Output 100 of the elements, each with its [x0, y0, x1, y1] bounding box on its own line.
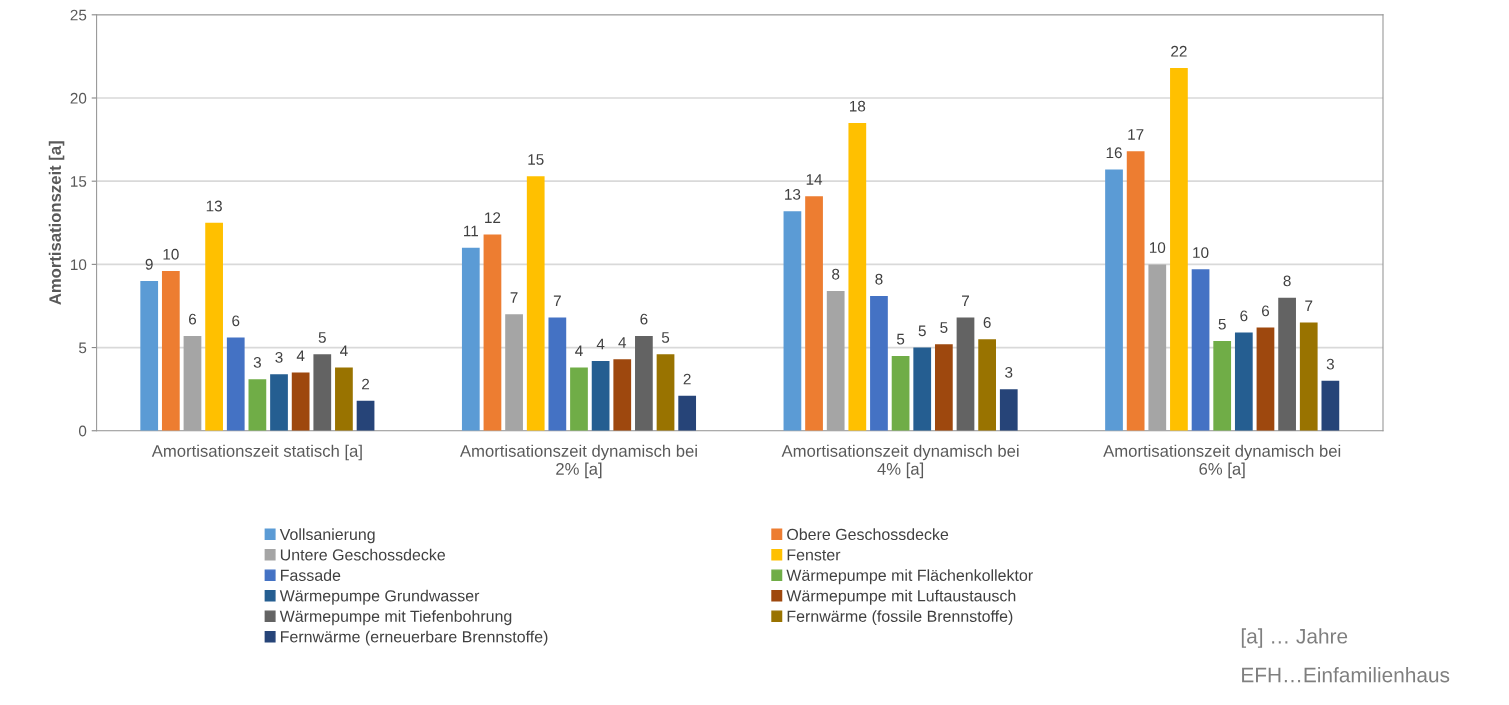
data-label: 7 — [553, 295, 561, 307]
data-label: 8 — [1283, 275, 1291, 287]
data-label: 6 — [640, 313, 648, 325]
x-tick-label: Amortisationszeit statisch [a] — [151, 444, 362, 461]
bar — [161, 271, 180, 431]
legend-label: Wärmepumpe mit Tiefenbohrung — [279, 610, 512, 626]
bar — [848, 122, 867, 431]
data-label: 4 — [340, 345, 348, 357]
data-label: 8 — [875, 273, 883, 285]
data-label: 6 — [1261, 305, 1270, 317]
data-label: 5 — [1218, 318, 1226, 330]
bar — [1234, 332, 1253, 431]
data-label: 2 — [362, 378, 370, 390]
bar — [1126, 151, 1145, 431]
legend-label: Wärmepumpe mit Flächenkollektor — [786, 569, 1033, 585]
bar — [226, 337, 245, 431]
data-label: 10 — [1193, 247, 1209, 259]
legend-label: Fassade — [281, 569, 341, 582]
bar — [1191, 269, 1210, 431]
data-label: 4 — [575, 345, 583, 357]
data-label: 7 — [1305, 300, 1313, 312]
data-label: 10 — [163, 248, 179, 260]
data-label: 15 — [528, 154, 544, 165]
bar — [978, 339, 996, 431]
data-label: 9 — [145, 258, 153, 270]
bar — [356, 400, 375, 431]
bar — [1148, 264, 1167, 431]
data-label: 12 — [485, 212, 501, 223]
y-tick-label: 10 — [71, 259, 87, 271]
bar — [591, 360, 610, 431]
bar — [483, 234, 502, 431]
data-label: 5 — [896, 333, 905, 345]
y-tick-label: 5 — [78, 342, 87, 354]
data-label: 3 — [1326, 358, 1334, 370]
data-label: 3 — [253, 357, 261, 368]
data-label: 5 — [918, 325, 926, 337]
bar — [891, 355, 910, 431]
legend-label: Wärmepumpe mit Luftaustausch — [786, 589, 1016, 605]
data-label: 10 — [1149, 242, 1166, 254]
bar — [1321, 380, 1340, 431]
data-label: 6 — [1240, 310, 1248, 322]
data-label: 14 — [806, 174, 823, 185]
bar — [526, 176, 545, 431]
data-label: 13 — [785, 188, 801, 200]
x-tick-label: Amortisationszeit dynamisch bei 2% [a] — [459, 444, 697, 479]
legend-label: Fernwärme (erneuerbare Brennstoffe) — [281, 630, 548, 646]
text: [a] … Jahre — [1241, 628, 1348, 648]
data-label: 4 — [596, 338, 605, 350]
bar — [1256, 327, 1275, 431]
bar — [999, 389, 1018, 431]
y-axis-title: Amortisationszeit [a] — [48, 141, 65, 305]
bar — [805, 196, 823, 431]
data-label: 4 — [618, 337, 627, 348]
bar — [335, 367, 353, 431]
data-label: 6 — [189, 313, 197, 325]
data-label: 6 — [232, 315, 240, 327]
bar — [934, 344, 953, 431]
data-label: 7 — [510, 292, 518, 303]
bar — [913, 347, 932, 431]
legend-label: Obere Geschossdecke — [787, 528, 949, 541]
x-tick-label: Amortisationszeit dynamisch bei 6% [a] — [1103, 444, 1341, 479]
data-label: 16 — [1106, 147, 1122, 159]
data-label: 8 — [832, 268, 840, 280]
bar — [678, 395, 697, 431]
bar — [270, 374, 288, 431]
bar — [1170, 68, 1188, 431]
bar — [635, 335, 653, 431]
bar — [291, 372, 310, 431]
data-label: 18 — [849, 100, 866, 112]
legend-label: Wärmepumpe Grundwasser — [279, 589, 480, 605]
bar — [1278, 297, 1296, 431]
bar — [826, 291, 845, 431]
data-label: 11 — [464, 225, 478, 237]
bar — [140, 281, 159, 431]
data-label: 2 — [683, 373, 691, 385]
bar — [956, 317, 975, 431]
data-label: 5 — [318, 332, 326, 343]
bar — [870, 295, 888, 431]
bar — [548, 317, 567, 431]
y-tick-label: 15 — [71, 176, 87, 187]
y-tick-label: 0 — [78, 425, 87, 437]
bar — [1213, 340, 1232, 431]
x-tick-label: Amortisationszeit dynamisch bei 4% [a] — [781, 444, 1019, 479]
bar — [656, 354, 675, 431]
data-label: 5 — [661, 332, 670, 343]
bar — [505, 314, 523, 431]
text: EFH…Einfamilienhaus — [1242, 667, 1450, 683]
data-label: 6 — [983, 317, 991, 328]
legend-label: Fernwärme (fossile Brennstoffe) — [787, 610, 1013, 626]
legend-label: Vollsanierung — [279, 528, 375, 544]
y-tick-label: 20 — [70, 92, 87, 104]
bar — [613, 359, 632, 431]
bar — [1299, 322, 1318, 431]
y-tick-label: 25 — [70, 9, 87, 21]
data-label: 7 — [962, 295, 969, 307]
bar — [248, 379, 267, 431]
data-label: 22 — [1171, 45, 1187, 57]
bar — [205, 222, 223, 431]
bar — [783, 211, 802, 431]
legend-label: Fenster — [787, 549, 841, 561]
